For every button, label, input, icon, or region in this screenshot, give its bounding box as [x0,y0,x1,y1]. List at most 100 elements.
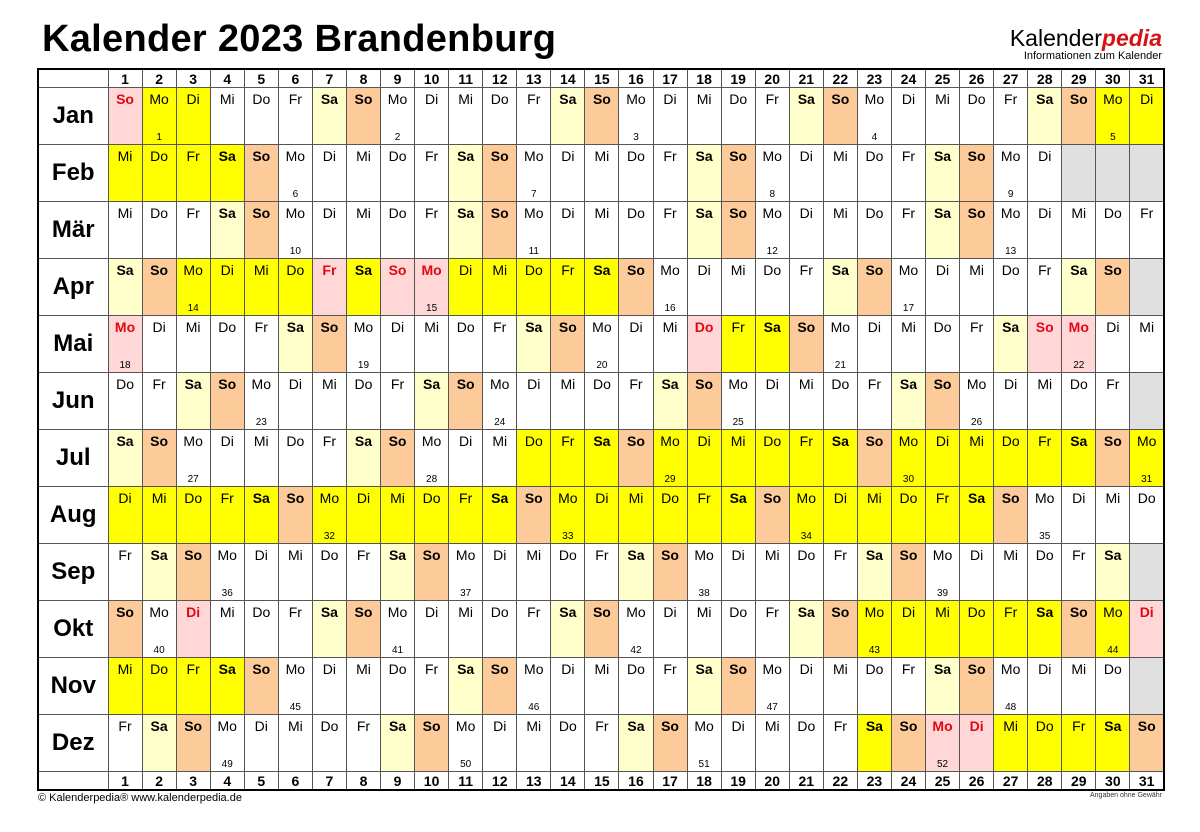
day-cell[interactable]: Sa [686,657,722,715]
day-cell[interactable]: Mi [584,144,620,202]
day-cell[interactable]: Mi [277,714,313,772]
day-cell[interactable]: Do [856,201,892,259]
day-cell[interactable]: Di [311,144,347,202]
day-cell[interactable]: Di [175,600,211,658]
day-cell[interactable]: Di [311,201,347,259]
day-cell[interactable]: Di [277,372,313,430]
day-cell[interactable]: Sa [209,657,245,715]
day-cell[interactable]: So [959,201,995,259]
day-cell[interactable]: Mi [788,372,824,430]
day-cell[interactable]: Di [1129,87,1165,145]
day-cell[interactable]: Di [141,315,177,373]
day-cell[interactable]: Mi [345,201,382,259]
day-cell[interactable]: So [890,714,927,772]
day-cell[interactable]: Do [311,714,347,772]
day-cell[interactable]: Mi [1061,657,1097,715]
day-cell[interactable]: Mi [959,429,995,487]
day-cell[interactable]: Mo 27 [175,429,211,487]
day-cell[interactable]: Fr [924,486,961,544]
day-cell[interactable]: Mi [516,543,552,601]
day-cell[interactable]: Do [618,144,654,202]
day-cell[interactable]: Sa [856,543,892,601]
day-cell[interactable]: Do [618,201,654,259]
day-cell[interactable]: Mo 39 [924,543,961,601]
day-cell[interactable]: Do [209,315,245,373]
day-cell[interactable]: Di [243,714,279,772]
day-cell[interactable]: Sa [1095,714,1131,772]
day-cell[interactable]: Mi [550,372,586,430]
day-cell[interactable]: Mi [311,372,347,430]
day-cell[interactable]: Fr [107,543,143,601]
day-cell[interactable]: Do [277,258,313,316]
day-cell[interactable]: Do [277,429,313,487]
day-cell[interactable]: Fr [516,87,552,145]
day-cell[interactable]: Di [414,87,450,145]
day-cell[interactable]: So [448,372,484,430]
day-cell[interactable]: So [1129,714,1165,772]
day-cell[interactable]: Fr [959,315,995,373]
day-cell[interactable]: Di [584,486,620,544]
day-cell[interactable]: Mi [924,600,961,658]
day-cell[interactable]: So [618,429,654,487]
day-cell[interactable]: Di [550,144,586,202]
day-cell[interactable]: Mi [856,486,892,544]
day-cell[interactable]: Fr [652,201,688,259]
day-cell[interactable]: Mo 46 [516,657,552,715]
day-cell[interactable]: Di [1027,201,1063,259]
day-cell[interactable]: Mo 3 [618,87,654,145]
day-cell[interactable]: Sa [209,201,245,259]
day-cell[interactable]: So [311,315,347,373]
day-cell[interactable]: Fr [277,87,313,145]
day-cell[interactable]: Mo 23 [243,372,279,430]
day-cell[interactable]: Do [482,600,518,658]
day-cell[interactable]: Fr [311,258,347,316]
day-cell[interactable]: Mo 29 [652,429,688,487]
day-cell[interactable]: So [1095,429,1131,487]
day-cell[interactable]: Do [448,315,484,373]
day-cell[interactable]: Fr [175,201,211,259]
day-cell[interactable]: Do [754,429,790,487]
day-cell[interactable]: So [618,258,654,316]
day-cell[interactable]: Fr [209,486,245,544]
kalenderpedia-logo[interactable]: Kalenderpedia Informationen zum Kalender [1010,26,1162,62]
day-cell[interactable]: So [720,144,756,202]
day-cell[interactable]: Mi [209,600,245,658]
day-cell[interactable]: Mo 50 [448,714,484,772]
day-cell[interactable]: Di [686,429,722,487]
day-cell[interactable]: Di [924,429,961,487]
day-cell[interactable]: Mo 49 [209,714,245,772]
day-cell[interactable]: Sa [1027,87,1063,145]
day-cell[interactable]: Mo 40 [141,600,177,658]
day-cell[interactable]: Sa [584,429,620,487]
day-cell[interactable]: Sa [618,714,654,772]
day-cell[interactable]: Mo 1 [141,87,177,145]
day-cell[interactable]: Fr [584,543,620,601]
day-cell[interactable]: Di [243,543,279,601]
day-cell[interactable]: So [141,429,177,487]
day-cell[interactable]: Mo 37 [448,543,484,601]
day-cell[interactable]: Do [822,372,858,430]
day-cell[interactable]: So [1061,600,1097,658]
day-cell[interactable]: Do [243,600,279,658]
day-cell[interactable]: Mo 25 [720,372,756,430]
day-cell[interactable]: So [720,201,756,259]
day-cell[interactable]: Mi [107,657,143,715]
day-cell[interactable]: Mo 30 [890,429,927,487]
day-cell[interactable]: Mo 31 [1129,429,1165,487]
day-cell[interactable]: Di [652,87,688,145]
day-cell[interactable]: Fr [720,315,756,373]
day-cell[interactable]: Mi [1061,201,1097,259]
day-cell[interactable]: Mo 38 [686,543,722,601]
day-cell[interactable]: Mo 52 [924,714,961,772]
day-cell[interactable]: Di [856,315,892,373]
day-cell[interactable]: Di [1027,657,1063,715]
day-cell[interactable]: Fr [890,144,927,202]
day-cell[interactable]: Sa [414,372,450,430]
day-cell[interactable]: Mi [448,600,484,658]
day-cell[interactable]: Mo 9 [993,144,1029,202]
day-cell[interactable]: Do [141,201,177,259]
day-cell[interactable]: Di [959,714,995,772]
day-cell[interactable]: Mi [482,258,518,316]
day-cell[interactable]: Mo 36 [209,543,245,601]
day-cell[interactable]: Sa [618,543,654,601]
